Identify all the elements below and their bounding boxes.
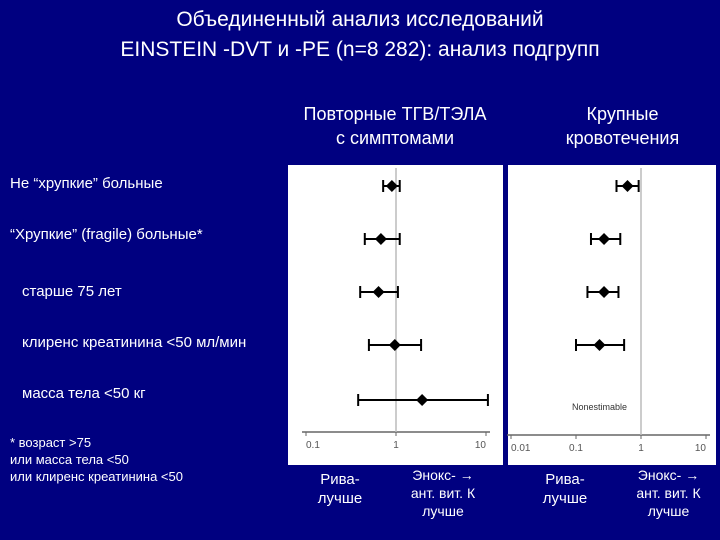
left-grid: 0.1 1 10 (302, 168, 490, 451)
left-point-estimate (388, 339, 401, 351)
right-enox-line-3: лучше (647, 503, 690, 519)
left-riva-line-1: Рива- (320, 471, 360, 488)
left-point-estimate (416, 394, 429, 406)
footnote-line-2: или масса тела <50 (10, 452, 129, 467)
title-line-1: Объединенный анализ исследований (176, 8, 544, 31)
footnote: * возраст >75 или масса тела <50 или кли… (10, 434, 183, 485)
right-point-estimate (621, 180, 634, 192)
right-header-line-1: Крупные (586, 104, 659, 124)
row-label-creatinine: клиренс креатинина <50 мл/мин (22, 334, 247, 351)
left-header-line-2: с симптомами (335, 128, 455, 148)
left-enox-line-3: лучше (422, 503, 464, 519)
left-tick-label: 0.1 (306, 440, 320, 451)
right-point-estimate (598, 286, 611, 298)
right-tick-label: 1 (638, 443, 644, 454)
right-plot-background (508, 165, 716, 465)
left-point-estimate (385, 180, 398, 192)
left-marks (357, 180, 489, 406)
footnote-line-3: или клиренс креатинина <50 (10, 469, 183, 484)
right-point-estimate (598, 233, 611, 245)
right-riva-line-2: лучше (542, 490, 588, 507)
left-favors-enox-label: Энокс- → ант. вит. К лучше (393, 466, 493, 520)
title-line-2: EINSTEIN -DVT и -PE (n=8 282): анализ по… (120, 38, 600, 61)
left-tick-label: 1 (393, 440, 399, 451)
left-riva-line-2: лучше (317, 490, 363, 507)
left-point-estimate (374, 233, 387, 245)
left-enox-line-1: Энокс- → (412, 467, 474, 483)
right-grid: 0.01 0.1 1 10 (507, 168, 710, 454)
right-enox-line-2: ант. вит. К (636, 485, 701, 501)
left-tick-label: 10 (475, 440, 487, 451)
right-header-line-2: кровотечения (565, 128, 680, 148)
footnote-line-1: * возраст >75 (10, 435, 92, 450)
row-label-fragile: “Хрупкие” (fragile) больные* (10, 226, 203, 243)
row-label-weight: масса тела <50 кг (22, 385, 146, 402)
right-tick-label: 10 (695, 443, 707, 454)
left-header-line-1: Повторные ТГВ/ТЭЛА (303, 104, 487, 124)
right-column-header: Крупные кровотечения (525, 102, 720, 150)
right-nonestimable-note: Nonestimable (572, 402, 627, 412)
left-enox-line-2: ант. вит. К (410, 485, 476, 501)
right-point-estimate (593, 339, 606, 351)
right-plot: 0.01 0.1 1 10 Nonestimable (507, 165, 716, 465)
left-column-header: Повторные ТГВ/ТЭЛА с симптомами (270, 102, 520, 150)
right-riva-line-1: Рива- (545, 471, 585, 488)
left-plot: 0.1 1 10 (288, 165, 503, 465)
row-label-age: старше 75 лет (22, 283, 122, 300)
left-point-estimate (372, 286, 385, 298)
row-label-nonfragile: Не “хрупкие” больные (10, 175, 163, 192)
right-tick-label: 0.01 (511, 443, 531, 454)
right-tick-label: 0.1 (569, 443, 583, 454)
right-marks: Nonestimable (572, 180, 640, 412)
left-favors-riva-label: Рива- лучше (300, 470, 380, 508)
right-favors-riva-label: Рива- лучше (525, 470, 605, 508)
right-favors-enox-label: Энокс- → ант. вит. К лучше (617, 466, 720, 520)
right-enox-line-1: Энокс- → (637, 467, 700, 483)
